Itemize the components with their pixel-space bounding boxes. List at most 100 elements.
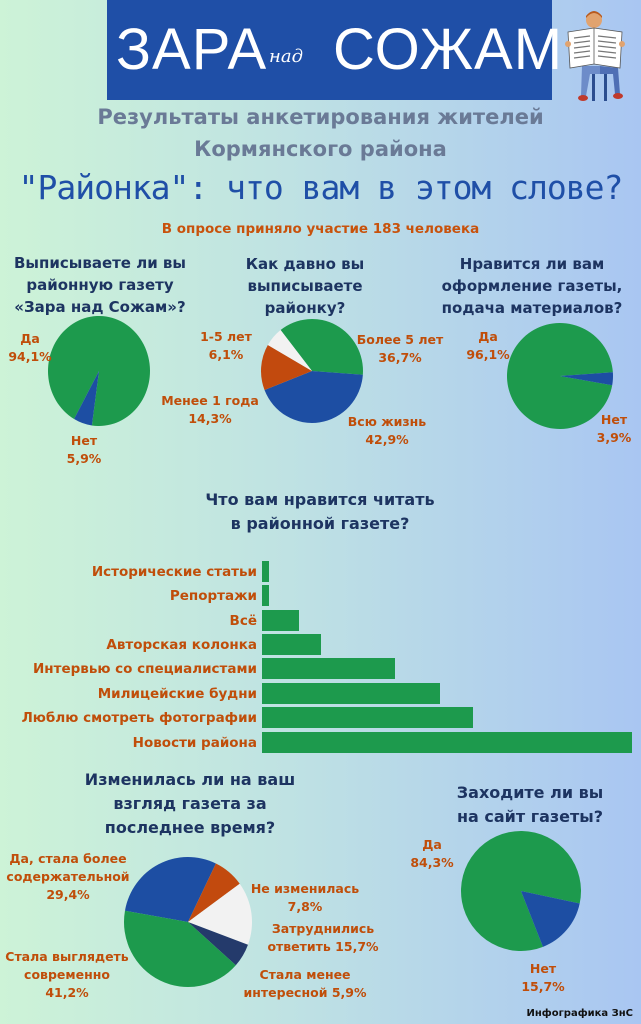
q5-title-line: последнее время? — [104, 818, 276, 837]
bar — [262, 585, 270, 606]
q2-label-under-1-year-value: 14,3% — [188, 411, 232, 426]
bar-category-label: Милицейские будни — [97, 686, 257, 702]
q1-label-yes-name: Да — [20, 331, 40, 346]
q1-pie-slice-1 — [47, 315, 150, 426]
q2-title-line: выписываете — [247, 277, 363, 295]
q5-title-line: взгляд газета за — [113, 794, 267, 813]
q2-label-over-5-years-name: Более 5 лет — [356, 332, 444, 347]
q3-label-no: Нет 3,9% — [592, 411, 636, 447]
q5-label-value: 15,7% — [335, 939, 379, 954]
q2-label-over-5-years-value: 36,7% — [378, 350, 422, 365]
q5-label-modern: Стала выглядеть современно 41,2% — [0, 948, 134, 1002]
q3-label-no-value: 3,9% — [596, 430, 632, 445]
bar — [262, 658, 396, 679]
q5-label-line: Стала менее — [259, 967, 351, 982]
q5-label-more-meaningful: Да, стала более содержательной 29,4% — [4, 850, 132, 904]
q3-label-no-name: Нет — [600, 412, 628, 427]
bar — [262, 732, 632, 753]
q6-pie-slice-1 — [461, 830, 582, 951]
q1-title-line: районную газету — [26, 276, 174, 294]
q5-title-line: Изменилась ли на ваш — [84, 770, 296, 789]
bar-chart-title-line: Что вам нравится читать — [205, 490, 435, 509]
masthead-word-mid: над — [269, 46, 303, 67]
q6-pie-slice-2 — [521, 891, 580, 947]
q1-label-yes-value: 94,1% — [8, 349, 52, 364]
q3-label-yes-value: 96,1% — [466, 347, 510, 362]
bar-category-label: Всё — [229, 613, 257, 629]
participants-note: В опросе приняло участие 183 человека — [161, 221, 480, 237]
masthead-banner: ЗАРА над СОЖАМ — [107, 0, 562, 100]
q2-pie-chart — [261, 318, 364, 424]
bar — [262, 634, 322, 655]
q5-label-line: Стала выглядеть — [5, 949, 129, 964]
bar-chart-title: Что вам нравится читать в районной газет… — [150, 488, 490, 536]
q2-label-1-5-years-name: 1-5 лет — [200, 329, 252, 344]
subtitle-line-1: Результаты анкетирования жителей — [97, 105, 544, 129]
q3-label-yes-name: Да — [478, 329, 498, 344]
infographic-credit: Инфографика ЗнС — [526, 1008, 634, 1019]
q2-label-1-5-years-value: 6,1% — [208, 347, 244, 362]
bar-category-label: Новости района — [132, 735, 257, 751]
q5-label-unchanged: Не изменилась 7,8% — [246, 880, 364, 916]
q5-label-line: Не изменилась — [250, 881, 360, 896]
q6-label-yes: Да 84,3% — [409, 836, 455, 872]
q5-label-line: ответить — [267, 939, 331, 954]
q6-label-no-value: 15,7% — [521, 979, 565, 994]
q5-label-value: 41,2% — [45, 985, 89, 1000]
newspaper-reader-illustration — [565, 11, 625, 101]
q1-pie-chart — [47, 315, 150, 426]
q5-label-line: Да, стала более — [9, 851, 127, 866]
bar-category-label: Исторические статьи — [91, 564, 257, 580]
q1-title-line: «Зара над Сожам»? — [14, 298, 186, 316]
q2-pie-slice-1 — [280, 318, 364, 375]
q2-pie-slice-4 — [267, 330, 312, 371]
q5-pie-slice-2 — [188, 863, 240, 922]
q3-pie-slice-2 — [560, 372, 613, 386]
q2-title: Как давно вы выписываете районку? — [222, 253, 388, 319]
q3-pie-chart — [507, 323, 613, 430]
q5-label-undecided: Затруднились ответить 15,7% — [262, 920, 384, 956]
q6-label-no-name: Нет — [529, 961, 557, 976]
q5-label-value: 5,9% — [331, 985, 367, 1000]
q6-title-line: на сайт газеты? — [456, 807, 604, 826]
q1-label-yes: Да 94,1% — [8, 330, 52, 366]
bar-chart-title-line: в районной газете? — [230, 514, 410, 533]
q5-label-undecided-second-line: ответить 15,7% — [262, 938, 384, 956]
q5-label-line: содержательной — [6, 869, 130, 884]
q5-pie-slice-3 — [188, 883, 252, 945]
q1-pie-slice-2 — [74, 371, 99, 426]
q5-label-line: Затруднились — [271, 921, 375, 936]
q5-pie-slice-4 — [188, 922, 248, 966]
q2-title-line: районку? — [264, 299, 346, 317]
masthead-word-left: ЗАРА — [116, 17, 268, 82]
q3-title-line: подача материалов? — [441, 299, 623, 317]
bar — [262, 707, 473, 728]
q5-label-less-interesting: Стала менее интересной 5,9% — [240, 966, 370, 1002]
q2-label-under-1-year-name: Менее 1 года — [161, 393, 259, 408]
q6-label-yes-name: Да — [422, 837, 442, 852]
bar — [262, 610, 299, 631]
q2-label-under-1-year: Менее 1 года 14,3% — [160, 392, 260, 428]
q6-pie-chart — [461, 830, 582, 951]
q1-label-no-name: Нет — [70, 433, 98, 448]
q2-pie-slice-3 — [261, 344, 312, 391]
subtitle-line-2: Кормянского района — [194, 137, 447, 161]
q6-title: Заходите ли вы на сайт газеты? — [430, 781, 630, 829]
q3-pie-slice-1 — [507, 323, 613, 430]
q1-title: Выписываете ли вы районную газету «Зара … — [0, 252, 200, 318]
q6-label-yes-value: 84,3% — [410, 855, 454, 870]
q2-pie-slice-2 — [264, 371, 363, 424]
q6-title-line: Заходите ли вы — [456, 783, 604, 802]
q5-label-line: современно — [24, 967, 110, 982]
q2-label-whole-life-value: 42,9% — [365, 432, 409, 447]
q3-title-line: оформление газеты, — [441, 277, 623, 295]
bar-category-label: Интервью со специалистами — [33, 661, 257, 677]
q5-label-line: интересной — [243, 985, 328, 1000]
q2-label-whole-life: Всю жизнь 42,9% — [343, 413, 431, 449]
page-title: "Районка": что вам в этом слове? — [18, 168, 624, 207]
q1-label-no-value: 5,9% — [66, 451, 102, 466]
bar-category-label: Люблю смотреть фотографии — [21, 710, 257, 726]
bar-category-label: Репортажи — [169, 588, 257, 604]
bar — [262, 561, 270, 582]
q1-label-no: Нет 5,9% — [62, 432, 106, 468]
